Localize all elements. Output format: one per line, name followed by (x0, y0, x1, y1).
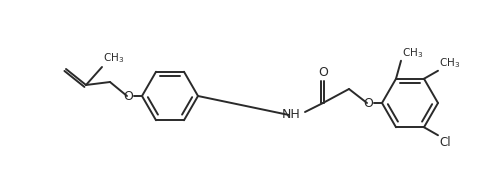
Text: CH$_3$: CH$_3$ (402, 46, 423, 60)
Text: O: O (123, 90, 133, 103)
Text: NH: NH (282, 108, 301, 121)
Text: Cl: Cl (439, 136, 451, 149)
Text: CH$_3$: CH$_3$ (103, 51, 124, 65)
Text: O: O (318, 66, 328, 79)
Text: CH$_3$: CH$_3$ (439, 56, 460, 70)
Text: O: O (363, 96, 373, 109)
